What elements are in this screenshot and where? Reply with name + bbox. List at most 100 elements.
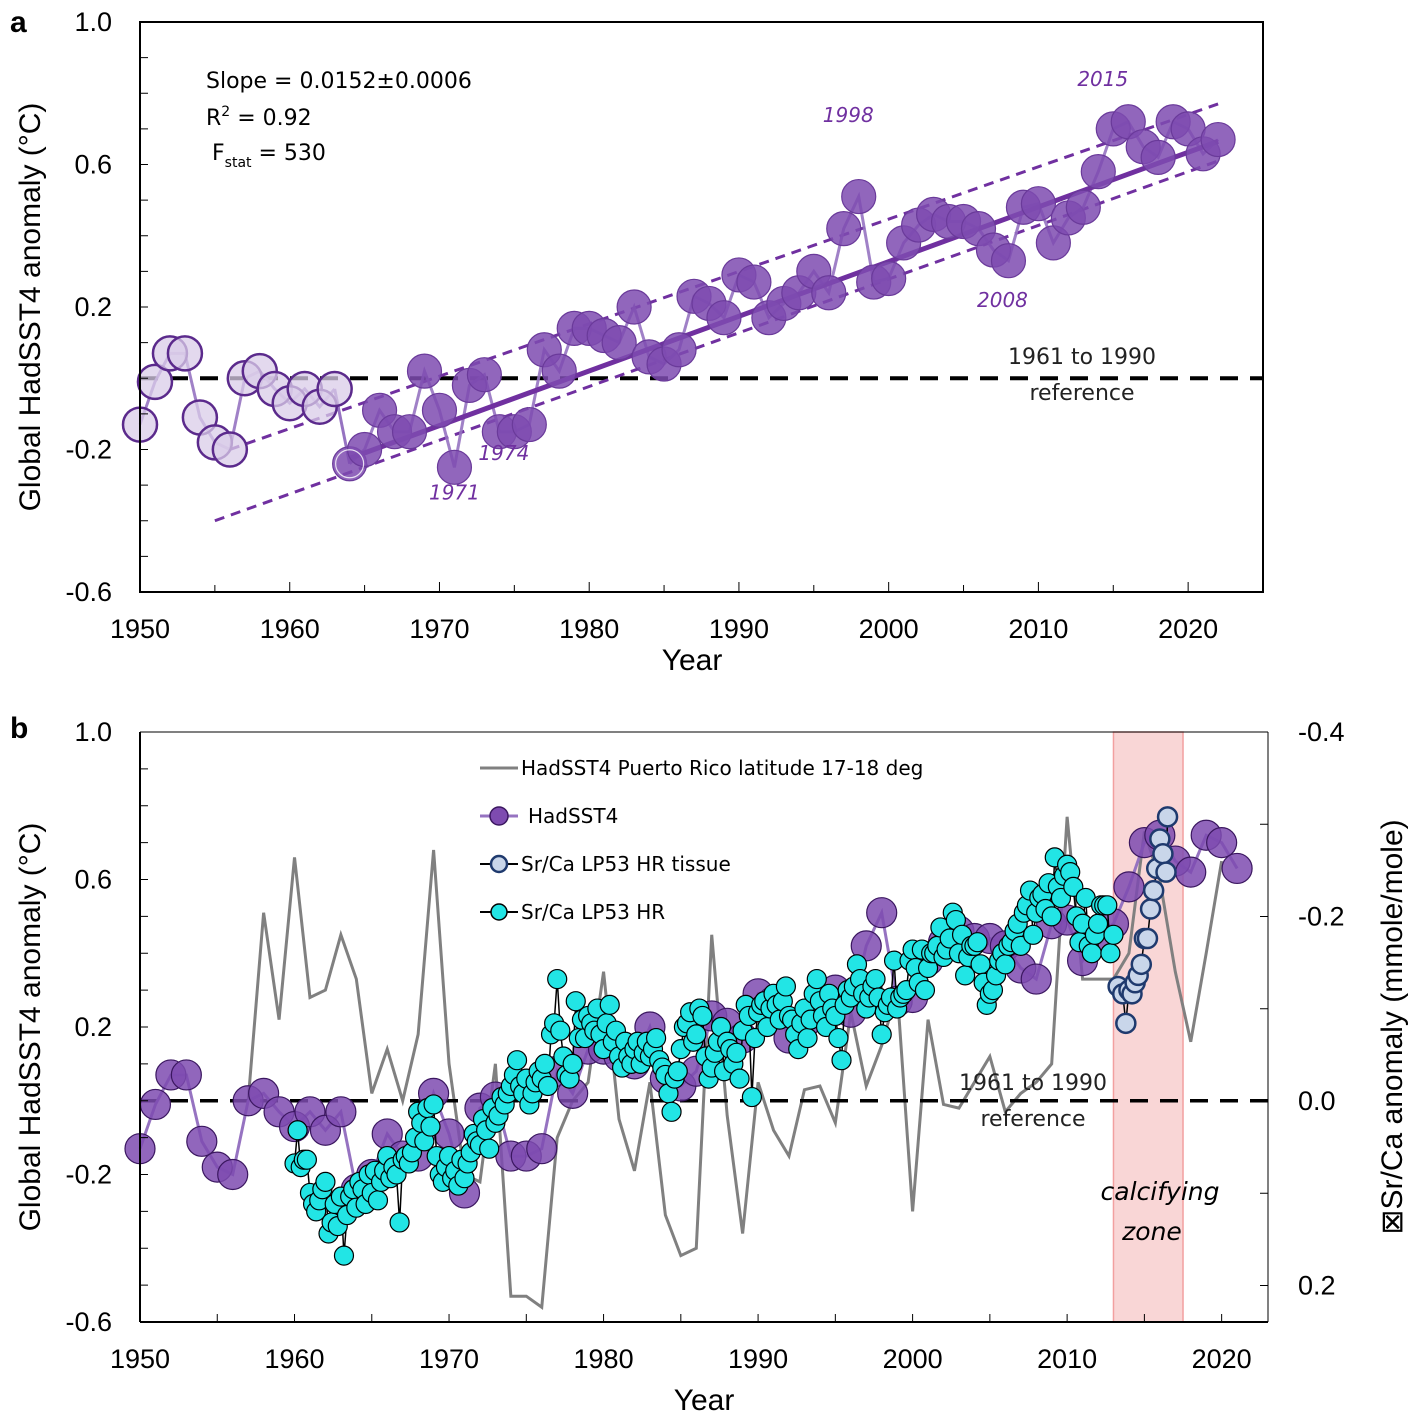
panel-b-srca-hr-point [1081,943,1102,964]
panel-a-data-point [1080,154,1116,190]
panel-b-srca-hr-point [914,980,936,1001]
panel-b-y2-tick-label: 0.2 [1298,1271,1336,1301]
panel-b-srca-tissue-point [1142,879,1165,902]
panel-b-srca-hr-point [995,954,1016,975]
panel-b-srca-hr-point [479,1138,500,1159]
panel-a-data-point [166,335,204,372]
panel-b-reference-label-line2: reference [980,1107,1085,1132]
panel-a-x-tick-label: 1960 [260,614,320,644]
legend-item-srca-tissue: Sr/Ca LP53 HR tissue [480,852,731,876]
panel-a-upper-bound-line [229,102,1219,451]
panel-a-data-point [871,260,907,297]
panel-a-data-point-ring [335,449,365,479]
panel-b-srca-hr-point [967,932,988,953]
panel-b-srca-hr-point [831,1050,852,1071]
panel-b-srca-hr-point [296,1149,317,1170]
panel-b-srca-hr-point [537,1075,559,1097]
panel-b-x-tick-label: 2020 [1192,1344,1252,1374]
panel-b-srca-tissue-point [1152,842,1174,865]
panel-a-data-point [511,406,547,443]
panel-b-x-tick-label: 1950 [110,1344,170,1374]
panel-b-hadsst4-point [139,1088,172,1121]
panel-letter-b: b [10,712,28,745]
panel-b-srca-hr-point [828,1027,849,1049]
panel-b-y2-axis-title: ⊠Sr/Ca anomaly (mmole/mole) [1376,819,1409,1234]
panel-b-srca-tissue-point [1130,953,1153,976]
panel-b-srca-hr-point [1097,895,1118,916]
slope-annotation: Slope = 0.0152±0.0006 [206,69,472,94]
panel-a-data-point [1020,186,1057,222]
panel-a-lower-bound-line [214,159,1219,523]
panel-b-srca-hr-point [506,1050,528,1071]
panel-b-srca-hr-point [550,1020,571,1041]
panel-letter-a: a [10,6,27,39]
legend-label-srca-tissue: Sr/Ca LP53 HR tissue [521,852,731,876]
legend-item-hadsst4: HadSST4 [480,804,618,828]
panel-b-srca-hr-point [287,1120,308,1141]
panel-b-y-tick-label: -0.2 [65,1160,112,1190]
panel-b-y-tick-label: 0.2 [74,1012,112,1042]
panel-a-year-annotations: 1971 1974 1998 2008 2015 [429,67,1128,504]
panel-b-srca-hr-point [333,1245,355,1266]
panel-a-data-point [421,392,458,428]
panel-b-srca-hr-point [367,1190,389,1211]
panel-b-srca-hr-point [729,1068,750,1089]
panel-b-y2-tick-label: -0.2 [1298,902,1345,932]
panel-b-hadsst4-point [1206,827,1238,859]
panel-b-y-tick-label: 1.0 [74,717,112,747]
panel-a-x-tick-label: 1950 [110,614,170,644]
panel-a-data-point [601,325,637,361]
panel-b-srca-tissue-point [1139,898,1162,920]
panel-b-x-tick-label: 1970 [419,1344,479,1374]
panel-b-axes: 1.0 0.6 0.2 -0.2 -0.6 -0.4 -0.2 0.0 0.2 1950 1960 1… [65,717,1344,1374]
legend-item-srca-hr: Sr/Ca LP53 HR [480,900,665,924]
panel-a-data-point [541,353,577,389]
panel-b-hadsst4-point [217,1158,249,1191]
panel-b-srca-tissue-point [1156,806,1179,828]
panel-a-reference-label-line2: reference [1029,381,1134,406]
panel-b: b 1.0 0.6 0.2 -0.2 -0.6 -0.4 -0.2 0.0 0.2 1950 196… [10,712,1409,1417]
fstat-main: F [212,141,225,166]
legend-swatch-srca-tissue-marker [489,854,509,874]
panel-a-y-tick-label: -0.6 [65,577,112,607]
panel-b-plot-area [124,806,1268,1310]
panel-b-srca-hr-point [1103,924,1124,945]
panel-b-srca-hr-point [389,1212,410,1233]
panel-b-grey-line [246,816,1224,1310]
panel-b-srca-hr-point [726,1042,747,1063]
panel-a-x-tick-label: 2010 [1008,614,1068,644]
fstat-rest: = 530 [252,141,326,166]
panel-a-x-tick-label: 2000 [859,614,919,644]
panel-a-data-point [1200,121,1236,158]
panel-a-year-annotation: 1998 [823,103,874,127]
panel-b-srca-tissue-point [1136,927,1159,950]
r2-rest: = 0.92 [230,106,311,131]
panel-a-axes: 1.0 0.6 0.2 -0.2 -0.6 1950 1960 1970 1980 1990 200… [65,7,1264,644]
r2-annotation: R2 = 0.92 [206,104,312,131]
panel-a-year-annotation: 2015 [1077,67,1128,91]
panel-a-y-axis-title: Global HadSST4 anomaly (°C) [14,103,47,512]
panel-b-y-tick-label: 0.6 [74,865,112,895]
panel-a-y-tick-label: 1.0 [74,7,112,37]
panel-b-srca-hr-point [797,1027,818,1049]
panel-a-data-point [826,211,862,247]
panel-b-srca-hr-point [775,976,796,997]
panel-b-srca-hr-point [1023,924,1044,945]
panel-a-x-axis-title: Year [662,644,723,677]
panel-a-data-point [316,370,353,408]
r2-sup: 2 [221,104,230,120]
panel-b-hadsst4-point [1221,852,1253,885]
panel-b-x-tick-label: 1960 [264,1344,324,1374]
panel-a-x-tick-label: 1990 [709,614,769,644]
panel-b-hadsst4-point [170,1059,202,1091]
legend-swatch-hadsst4-marker [489,806,509,826]
panel-a-data-point [1065,189,1101,225]
panel-b-srca-hr-point [562,1053,583,1074]
panel-a-y-tick-label: 0.6 [74,150,112,180]
panel-a-year-annotation: 2008 [977,288,1028,312]
panel-b-srca-hr-point [420,1116,441,1137]
legend-swatch-srca-hr-marker [490,903,508,921]
panel-b-srca-hr-point [661,1101,682,1122]
panel-b-srca-hr-point [315,1171,336,1192]
